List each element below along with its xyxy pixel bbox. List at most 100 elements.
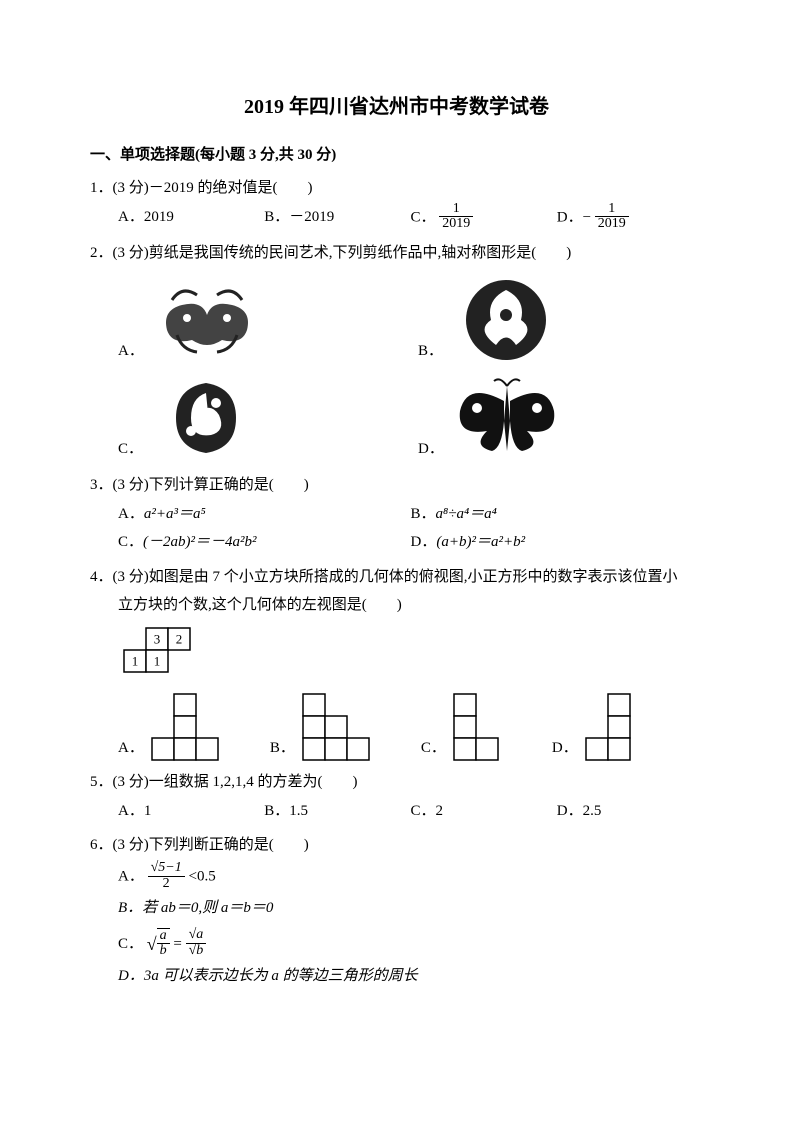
label: B． (411, 506, 436, 522)
denominator: √b (186, 944, 207, 959)
math: (a+b)²＝a²+b² (436, 534, 525, 550)
q6b-text: B．若 ab＝0,则 a＝b＝0 (118, 900, 273, 916)
q1d-pre: D．− (557, 209, 591, 225)
numerator: √a (186, 928, 207, 944)
q6-options: A． √5−1 2 <0.5 B．若 ab＝0,则 a＝b＝0 C． √ a b… (118, 862, 703, 991)
q4-d-label: D． (552, 734, 578, 763)
q6-opt-d: D．3a 可以表示边长为 a 的等边三角形的周长 (118, 962, 703, 991)
sqrt-icon: √ (147, 934, 157, 954)
cell-00: 3 (154, 631, 161, 646)
fraction: √a √b (186, 928, 207, 958)
q3-options: A．a²+a³＝a⁵ B．a⁸÷a⁴＝a⁴ C．(－2ab)²＝－4a²b² D… (118, 500, 703, 557)
q4-b-label: B． (270, 734, 295, 763)
label: A． (118, 506, 144, 522)
q5-stem: 5．(3 分)一组数据 1,2,1,4 的方差为( ) (90, 768, 703, 797)
left-view-d-icon (584, 692, 634, 762)
q6d-text: D．3a 可以表示边长为 a 的等边三角形的周长 (118, 968, 418, 984)
left-view-a-icon (150, 692, 220, 762)
numerator: a (157, 929, 170, 945)
math: a⁸÷a⁴＝a⁴ (436, 506, 497, 522)
label: D． (411, 534, 437, 550)
exam-page: 2019 年四川省达州市中考数学试卷 一、单项选择题(每小题 3 分,共 30 … (0, 0, 793, 1037)
q4-opt-c: C． (421, 692, 502, 762)
q2-a-label: A． (118, 337, 144, 366)
section-heading: 一、单项选择题(每小题 3 分,共 30 分) (90, 143, 703, 164)
q1-options: A．2019 B．－2019 C． 1 2019 D．− 1 2019 (118, 203, 703, 233)
math: a²+a³＝a⁵ (144, 506, 206, 522)
q6a-post: <0.5 (188, 869, 215, 885)
q3-opt-b: B．a⁸÷a⁴＝a⁴ (411, 500, 704, 529)
cell-01: 2 (176, 631, 183, 646)
q2-b-label: B． (418, 337, 443, 366)
q2-opt-a: A． (118, 275, 378, 365)
q4-opt-d: D． (552, 692, 634, 762)
q4-stem1: 4．(3 分)如图是由 7 个小立方块所搭成的几何体的俯视图,小正方形中的数字表… (90, 563, 703, 592)
numerator: √5−1 (148, 861, 185, 877)
q1-opt-a: A．2019 (118, 203, 264, 233)
q4-opt-b: B． (270, 692, 371, 762)
denominator: 2019 (439, 217, 473, 232)
q3-opt-a: A．a²+a³＝a⁵ (118, 500, 411, 529)
q5-opt-b: B．1.5 (264, 797, 410, 826)
q1-opt-c: C． 1 2019 (411, 203, 557, 233)
question-3: 3．(3 分)下列计算正确的是( ) A．a²+a³＝a⁵ B．a⁸÷a⁴＝a⁴… (90, 471, 703, 557)
swirl-papercut-icon (151, 373, 261, 463)
q2-c-label: C． (118, 435, 143, 464)
equals: = (173, 936, 185, 952)
question-1: 1．(3 分)－2019 的绝对值是( ) A．2019 B．－2019 C． … (90, 174, 703, 233)
fraction: √5−1 2 (148, 861, 185, 891)
circle-fish-papercut-icon (451, 275, 561, 365)
q4-opt-a: A． (118, 692, 220, 762)
fraction: 1 2019 (595, 202, 629, 232)
left-view-b-icon (301, 692, 371, 762)
q4-stem2: 立方块的个数,这个几何体的左视图是( ) (118, 591, 703, 620)
numerator: 1 (439, 202, 473, 218)
question-5: 5．(3 分)一组数据 1,2,1,4 的方差为( ) A．1 B．1.5 C．… (90, 768, 703, 825)
dragon-papercut-icon (152, 275, 262, 365)
question-2: 2．(3 分)剪纸是我国传统的民间艺术,下列剪纸作品中,轴对称图形是( ) A． (90, 239, 703, 464)
math: (－2ab)²＝－4a²b² (143, 534, 256, 550)
denominator: b (157, 944, 170, 959)
q4-c-label: C． (421, 734, 446, 763)
butterfly-papercut-icon (452, 373, 562, 463)
q4-a-label: A． (118, 734, 144, 763)
left-view-c-icon (452, 692, 502, 762)
top-view-grid: 3 2 1 1 (118, 626, 703, 685)
numerator: 1 (595, 202, 629, 218)
q1c-pre: C． (411, 209, 436, 225)
q6-stem: 6．(3 分)下列判断正确的是( ) (90, 831, 703, 860)
q3-stem: 3．(3 分)下列计算正确的是( ) (90, 471, 703, 500)
q1-stem: 1．(3 分)－2019 的绝对值是( ) (90, 174, 703, 203)
denominator: 2019 (595, 217, 629, 232)
q2-d-label: D． (418, 435, 444, 464)
q4-options: A． B． (118, 692, 703, 762)
label: C． (118, 534, 143, 550)
q5-opt-d: D．2.5 (557, 797, 703, 826)
q5-opt-c: C．2 (411, 797, 557, 826)
q3-opt-c: C．(－2ab)²＝－4a²b² (118, 528, 411, 557)
q6c-pre: C． (118, 936, 143, 952)
q1-opt-b: B．－2019 (264, 203, 410, 233)
q5-options: A．1 B．1.5 C．2 D．2.5 (118, 797, 703, 826)
q2-opt-d: D． (418, 373, 678, 463)
q2-stem: 2．(3 分)剪纸是我国传统的民间艺术,下列剪纸作品中,轴对称图形是( ) (90, 239, 703, 268)
cell-11: 1 (154, 653, 161, 668)
page-title: 2019 年四川省达州市中考数学试卷 (90, 90, 703, 119)
q5-opt-a: A．1 (118, 797, 264, 826)
q6-opt-c: C． √ a b = √a √b (118, 925, 703, 960)
fraction: a b (157, 928, 170, 959)
q2-opt-c: C． (118, 373, 378, 463)
question-4: 4．(3 分)如图是由 7 个小立方块所搭成的几何体的俯视图,小正方形中的数字表… (90, 563, 703, 763)
question-6: 6．(3 分)下列判断正确的是( ) A． √5−1 2 <0.5 B．若 ab… (90, 831, 703, 990)
denominator: 2 (148, 877, 185, 892)
q1-opt-d: D．− 1 2019 (557, 203, 703, 233)
fraction: 1 2019 (439, 202, 473, 232)
q3-opt-d: D．(a+b)²＝a²+b² (411, 528, 704, 557)
q6a-pre: A． (118, 869, 144, 885)
cell-10: 1 (132, 653, 139, 668)
q6-opt-a: A． √5−1 2 <0.5 (118, 862, 703, 892)
q2-row2: C． D． (118, 373, 703, 463)
q6-opt-b: B．若 ab＝0,则 a＝b＝0 (118, 894, 703, 923)
q2-opt-b: B． (418, 275, 678, 365)
q2-row1: A． B． (118, 275, 703, 365)
